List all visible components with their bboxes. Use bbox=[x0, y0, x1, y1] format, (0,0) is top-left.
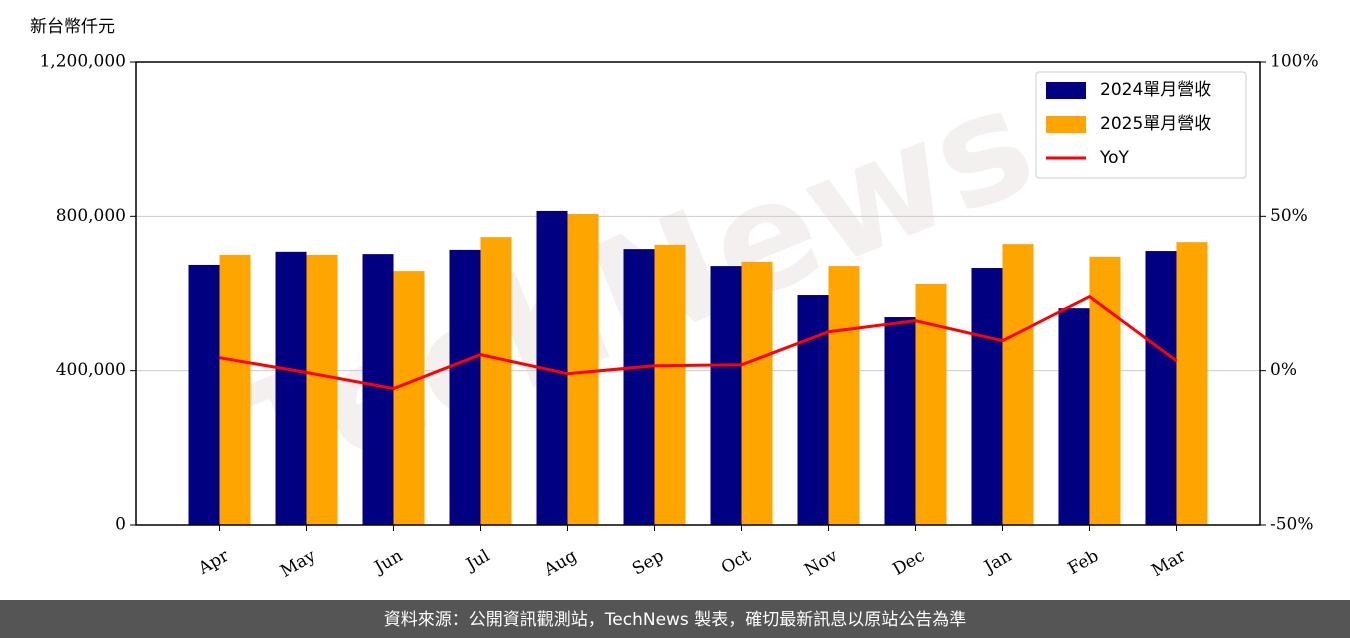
y-axis-label: 新台幣仟元 bbox=[30, 17, 115, 37]
x-tick-label: Sep bbox=[629, 546, 667, 580]
bar bbox=[710, 266, 742, 525]
y-tick-label: 1,200,000 bbox=[39, 52, 126, 72]
y2-tick-label: 100% bbox=[1270, 52, 1319, 72]
bar bbox=[449, 249, 481, 526]
bar bbox=[1089, 256, 1121, 525]
y2-tick-label: 50% bbox=[1270, 206, 1308, 226]
bar bbox=[393, 271, 425, 525]
bar bbox=[567, 214, 599, 526]
x-tick-label: Dec bbox=[889, 546, 928, 580]
bar bbox=[188, 264, 220, 525]
bar bbox=[1002, 244, 1034, 525]
bar bbox=[741, 261, 773, 525]
footer-bar bbox=[0, 600, 1350, 638]
bar bbox=[654, 244, 686, 525]
y2-tick-label: -50% bbox=[1270, 515, 1314, 535]
y2-tick-label: 0% bbox=[1270, 360, 1297, 380]
x-tick-label: Jan bbox=[979, 546, 1015, 578]
legend-box bbox=[1035, 71, 1247, 179]
legend-swatch bbox=[1046, 82, 1086, 99]
x-tick-label: Apr bbox=[194, 545, 233, 579]
legend-label: 2025單月營收 bbox=[1100, 114, 1211, 134]
bar bbox=[971, 268, 1003, 525]
bar bbox=[797, 295, 829, 525]
bar bbox=[1176, 242, 1208, 525]
bar bbox=[306, 254, 338, 525]
bar bbox=[275, 251, 307, 525]
bar bbox=[884, 317, 916, 525]
bar bbox=[362, 254, 394, 525]
bar bbox=[623, 249, 655, 526]
y-tick-label: 800,000 bbox=[56, 206, 126, 226]
bar bbox=[480, 237, 512, 525]
x-tick-label: Oct bbox=[718, 546, 754, 579]
x-tick-label: Mar bbox=[1148, 545, 1190, 581]
x-tick-label: Nov bbox=[801, 546, 841, 581]
legend-label: 2024單月營收 bbox=[1100, 80, 1211, 100]
line bbox=[219, 294, 1178, 391]
footer: 資料來源：公開資訊觀測站，TechNews 製表，確切最新訊息以原站公告為準 bbox=[384, 610, 966, 630]
legend-label: YoY bbox=[1099, 148, 1130, 168]
bar bbox=[828, 266, 860, 525]
bar bbox=[1058, 308, 1090, 525]
y-tick-label: 400,000 bbox=[56, 360, 126, 380]
x-tick-label: May bbox=[277, 546, 320, 582]
x-tick-label: Feb bbox=[1065, 546, 1103, 579]
bar bbox=[1145, 251, 1177, 525]
bar bbox=[915, 283, 947, 525]
plot-frame bbox=[135, 61, 1261, 526]
x-tick-label: Jun bbox=[370, 546, 407, 579]
y-tick-label: 0 bbox=[115, 515, 126, 535]
bar bbox=[219, 254, 251, 525]
legend-swatch bbox=[1046, 116, 1086, 133]
x-tick-label: Jul bbox=[461, 546, 493, 576]
x-tick-label: Aug bbox=[540, 546, 581, 581]
